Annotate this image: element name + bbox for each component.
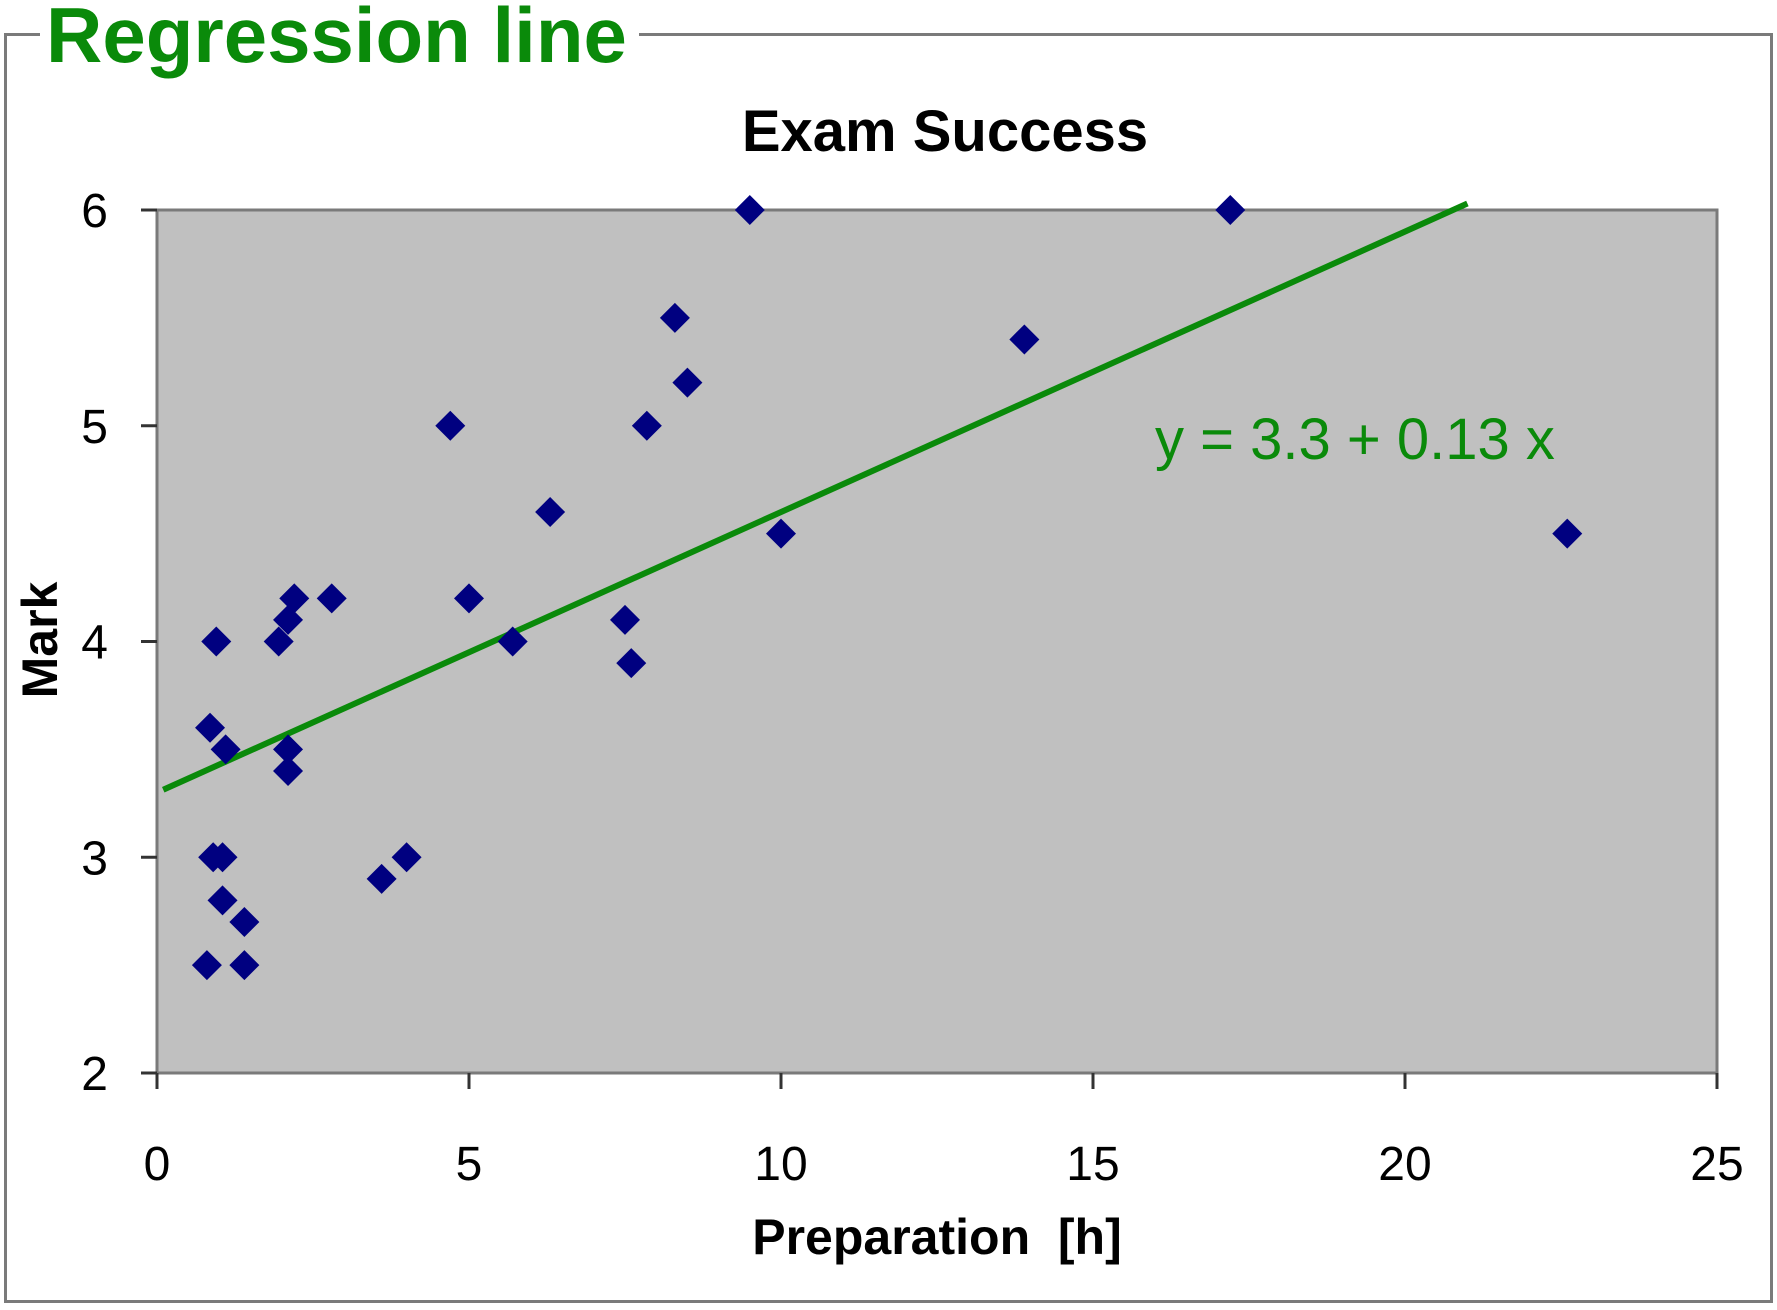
data-point (207, 885, 238, 916)
data-point (263, 626, 294, 657)
chart-title: Exam Success (742, 99, 1148, 164)
data-point (273, 755, 304, 786)
x-tick-label: 5 (456, 1138, 483, 1191)
x-tick-label: 10 (754, 1138, 807, 1191)
x-tick-label: 15 (1066, 1138, 1119, 1191)
data-point (1215, 195, 1246, 225)
data-point (454, 583, 484, 614)
y-tick-label: 4 (81, 617, 108, 670)
data-point (210, 734, 241, 765)
y-axis-label: Mark (12, 581, 68, 698)
regression-equation: y = 3.3 + 0.13 x (1155, 407, 1555, 472)
x-tick-label: 0 (144, 1138, 171, 1191)
data-point (1009, 324, 1040, 355)
data-point (279, 583, 310, 614)
y-tick-label: 3 (81, 832, 108, 885)
data-point (610, 604, 640, 635)
x-axis-label: Preparation [h] (752, 1209, 1121, 1265)
x-tick-label: 20 (1378, 1138, 1431, 1191)
x-tick-label: 25 (1690, 1138, 1743, 1191)
data-point (316, 583, 347, 614)
data-point (391, 842, 422, 873)
data-point (201, 626, 232, 657)
data-point (435, 410, 466, 441)
data-point (1552, 518, 1583, 549)
data-point (616, 648, 647, 679)
y-tick-label: 6 (81, 185, 108, 238)
data-point (766, 518, 796, 549)
slide-title: Regression line (40, 0, 639, 78)
axes: 0 5 10 15 20 25 2 3 4 5 6 (81, 185, 1743, 1191)
data-point (631, 410, 662, 441)
data-point (229, 906, 260, 937)
data-point (273, 734, 304, 765)
data-point (497, 626, 528, 657)
data-point (734, 195, 765, 225)
data-point (229, 950, 260, 981)
regression-line (162, 200, 1469, 793)
data-point (273, 604, 304, 635)
data-point (672, 367, 703, 398)
y-tick-label: 5 (81, 401, 108, 454)
data-point (366, 863, 397, 894)
data-point (207, 842, 238, 873)
y-tick-label: 2 (81, 1048, 108, 1101)
data-point (191, 950, 222, 981)
data-point (659, 302, 690, 333)
data-point (535, 497, 566, 528)
plot-area (155, 208, 1719, 1075)
data-points (191, 195, 1583, 981)
slide-frame (4, 33, 1773, 1303)
data-point (195, 712, 226, 743)
